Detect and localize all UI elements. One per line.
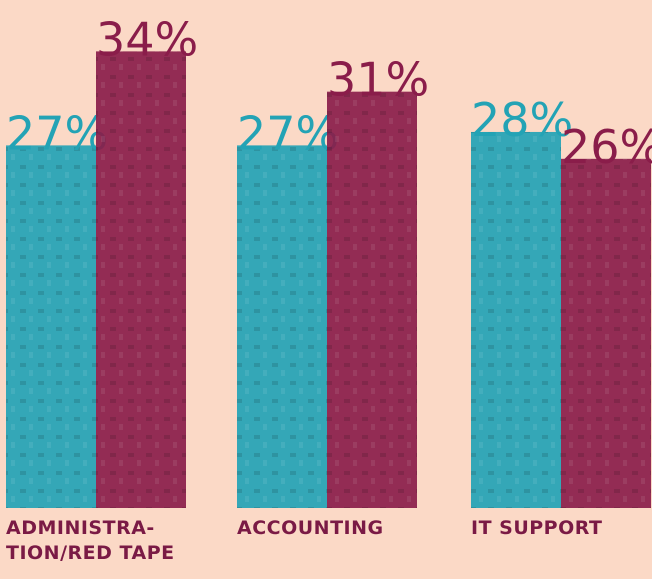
value-label: 27% (6, 106, 108, 160)
category-label: ACCOUNTING (237, 517, 384, 539)
category-label: ADMINISTRA- TION/RED TAPE (6, 517, 175, 564)
category-label: IT SUPPORT (471, 517, 603, 539)
value-label: 34% (96, 12, 198, 66)
value-label: 31% (327, 53, 429, 107)
value-label: 27% (237, 106, 339, 160)
value-label: 26% (561, 120, 652, 174)
bar-texture (237, 145, 327, 508)
bar-texture (327, 91, 417, 509)
bar-texture (96, 51, 186, 508)
value-label: 28% (471, 93, 573, 147)
bar-texture (561, 158, 651, 508)
bar-texture (6, 145, 96, 508)
bar-texture (471, 131, 561, 508)
